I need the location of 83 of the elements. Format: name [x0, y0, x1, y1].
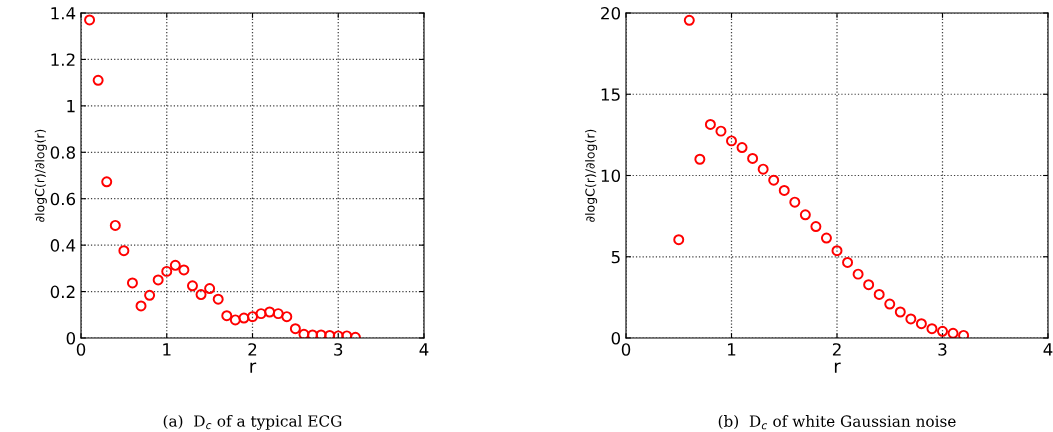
point	[126, 277, 138, 289]
point	[255, 308, 267, 320]
x-tick-label: 0	[621, 343, 631, 356]
point	[852, 268, 864, 280]
point	[229, 314, 241, 326]
point	[863, 279, 875, 291]
point	[926, 323, 938, 335]
y-tick-label: 10	[601, 169, 621, 183]
point	[820, 232, 832, 244]
y-tick-label: 5	[611, 250, 620, 264]
point	[169, 259, 181, 271]
point	[186, 280, 198, 292]
point	[272, 308, 284, 320]
point	[92, 74, 104, 86]
point	[195, 289, 207, 301]
point	[873, 288, 885, 300]
point	[726, 135, 737, 147]
text: (b) D$_{c}$ of white Gaussian noise	[718, 415, 956, 430]
point	[673, 234, 685, 246]
y-tick-label: 0	[66, 331, 76, 345]
point	[118, 245, 130, 257]
point	[212, 293, 224, 305]
y-tick-label: 0.6	[50, 192, 76, 206]
x-tick-label: 2	[832, 343, 841, 356]
x-tick-label: 4	[1043, 343, 1053, 356]
x-tick-label: 3	[938, 343, 947, 356]
y-tick-label: 0	[611, 331, 621, 345]
point	[905, 313, 917, 325]
point	[101, 176, 113, 188]
x-tick-label: 0	[76, 343, 86, 356]
point	[894, 306, 906, 318]
x-tick-label: 3	[334, 343, 343, 356]
point	[144, 289, 156, 301]
point	[221, 310, 233, 322]
x-axis-title: r	[834, 362, 841, 373]
point	[715, 125, 727, 137]
point	[799, 209, 811, 221]
y-axis-title: ∂logC(r)/∂log(r)	[585, 129, 598, 222]
point	[884, 298, 896, 310]
point	[915, 318, 927, 330]
point	[135, 300, 147, 312]
point	[247, 311, 258, 323]
point	[161, 265, 173, 277]
y-tick-label: 1	[67, 100, 75, 113]
y-axis-title: ∂logC(r)/∂log(r)	[34, 129, 47, 222]
point	[694, 153, 706, 165]
point	[109, 219, 121, 231]
y-tick-label: 0.4	[50, 239, 76, 252]
x-tick-label: 1	[728, 343, 736, 356]
y-tick-label: 1.4	[51, 7, 76, 20]
point	[768, 174, 780, 186]
point	[178, 264, 190, 276]
point	[289, 323, 301, 335]
point	[810, 221, 822, 233]
point	[315, 329, 327, 338]
point	[307, 329, 319, 338]
point	[842, 256, 854, 268]
point	[238, 312, 250, 324]
point	[264, 306, 276, 318]
point	[152, 274, 164, 286]
x-tick-label: 2	[248, 343, 257, 356]
y-tick-label: 0.2	[50, 285, 75, 299]
text: (a) D$_{c}$ of a typical ECG	[163, 414, 342, 430]
point	[84, 14, 96, 26]
point	[789, 196, 801, 208]
y-tick-label: 1.2	[51, 53, 75, 66]
point	[281, 311, 293, 323]
point	[757, 163, 769, 175]
x-axis-title: r	[250, 362, 257, 373]
point	[937, 325, 948, 337]
x-tick-label: 1	[163, 343, 171, 356]
y-tick-label: 0.8	[50, 146, 75, 159]
point	[204, 283, 216, 295]
point	[736, 142, 748, 154]
point	[831, 245, 843, 257]
point	[947, 327, 959, 338]
point	[778, 184, 790, 196]
point	[704, 118, 716, 130]
point	[683, 14, 695, 26]
x-tick-label: 4	[419, 343, 429, 356]
y-tick-label: 20	[601, 6, 621, 20]
point	[747, 152, 759, 164]
y-tick-label: 15	[601, 88, 620, 101]
